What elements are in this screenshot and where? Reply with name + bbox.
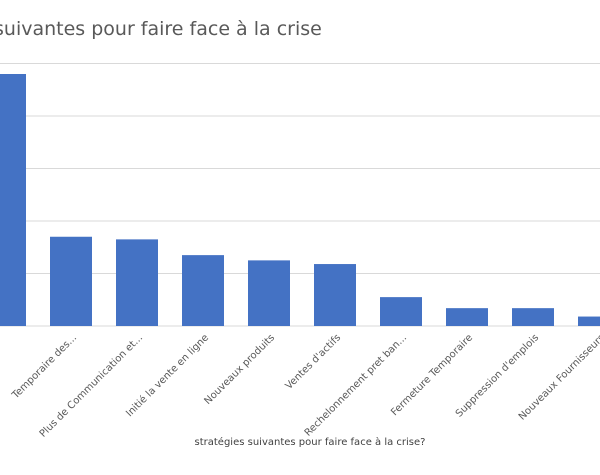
category-label: Nouveaux produits xyxy=(202,332,277,407)
bar xyxy=(446,308,488,326)
bar xyxy=(50,236,92,326)
gridlines xyxy=(0,63,600,327)
bar xyxy=(314,264,356,326)
bar xyxy=(116,239,158,326)
bar xyxy=(182,255,224,326)
category-label: Temporaire des... xyxy=(10,332,79,401)
bar xyxy=(248,260,290,326)
bar xyxy=(512,308,554,326)
bars xyxy=(0,74,600,326)
chart-title: suivantes pour faire face à la crise xyxy=(0,18,322,40)
category-labels: Temporaire des...Plus de Communication e… xyxy=(10,332,600,440)
bar xyxy=(578,316,600,326)
bar xyxy=(380,297,422,326)
x-axis-title: stratégies suivantes pour faire face à l… xyxy=(194,437,426,448)
category-label: Ventes d'actifs xyxy=(284,332,344,392)
bar xyxy=(0,74,26,326)
